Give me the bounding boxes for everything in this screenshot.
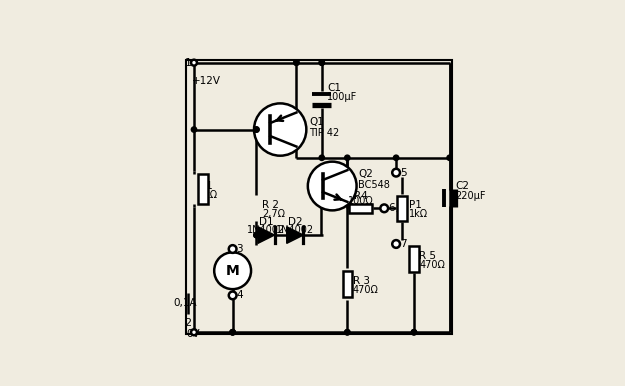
Text: 0V: 0V xyxy=(187,329,200,339)
Polygon shape xyxy=(258,227,274,244)
Text: R4: R4 xyxy=(354,191,367,201)
Text: BC548: BC548 xyxy=(358,179,390,190)
Circle shape xyxy=(381,205,388,212)
Circle shape xyxy=(319,155,324,161)
Circle shape xyxy=(254,103,306,156)
Bar xyxy=(349,204,372,213)
Circle shape xyxy=(191,127,197,132)
Circle shape xyxy=(344,330,350,335)
Text: P1: P1 xyxy=(409,200,422,210)
Bar xyxy=(198,174,208,204)
Text: 3: 3 xyxy=(236,244,243,254)
Text: 6: 6 xyxy=(388,203,395,213)
Text: 1N4002: 1N4002 xyxy=(247,225,285,235)
Circle shape xyxy=(191,60,197,66)
Text: R 3: R 3 xyxy=(352,276,369,286)
Circle shape xyxy=(254,232,259,238)
Text: 100μF: 100μF xyxy=(327,92,357,102)
Circle shape xyxy=(254,232,259,238)
Text: M: M xyxy=(226,264,239,278)
Text: 1: 1 xyxy=(184,58,192,68)
Circle shape xyxy=(294,60,299,65)
Circle shape xyxy=(344,155,350,161)
Text: 470Ω: 470Ω xyxy=(352,285,379,295)
Circle shape xyxy=(191,329,197,335)
Circle shape xyxy=(319,60,324,65)
Circle shape xyxy=(411,330,417,335)
Circle shape xyxy=(308,162,357,210)
Circle shape xyxy=(393,155,399,161)
Text: R 5: R 5 xyxy=(419,251,436,261)
Circle shape xyxy=(392,240,400,248)
Circle shape xyxy=(392,169,400,176)
Circle shape xyxy=(344,330,350,335)
Text: 220μF: 220μF xyxy=(455,191,486,200)
Bar xyxy=(409,246,419,272)
Text: C1: C1 xyxy=(327,83,341,93)
Circle shape xyxy=(254,127,259,132)
Text: 0,1A: 0,1A xyxy=(173,298,197,308)
Text: D2: D2 xyxy=(288,217,302,227)
Text: 470Ω: 470Ω xyxy=(419,260,445,270)
Text: 7: 7 xyxy=(400,239,407,249)
Text: Q1: Q1 xyxy=(309,117,324,127)
Text: 2: 2 xyxy=(184,318,192,328)
Circle shape xyxy=(294,60,299,65)
Bar xyxy=(398,196,407,221)
Bar xyxy=(186,60,452,334)
Text: 1N4002: 1N4002 xyxy=(276,225,314,235)
Circle shape xyxy=(214,252,251,289)
Circle shape xyxy=(230,330,235,335)
Text: +12V: +12V xyxy=(192,76,221,86)
Text: TIP 42: TIP 42 xyxy=(309,128,339,138)
Circle shape xyxy=(319,60,324,65)
Text: 100Ω: 100Ω xyxy=(348,196,373,207)
Text: 4: 4 xyxy=(236,290,243,300)
Circle shape xyxy=(411,330,417,335)
Text: 1kΩ: 1kΩ xyxy=(409,209,428,219)
Text: 5: 5 xyxy=(400,168,407,178)
Circle shape xyxy=(229,291,236,299)
Text: R1: R1 xyxy=(199,181,213,191)
Text: R 2: R 2 xyxy=(262,200,279,210)
Polygon shape xyxy=(287,227,303,244)
Circle shape xyxy=(254,127,259,132)
Circle shape xyxy=(230,330,235,335)
Circle shape xyxy=(229,245,236,253)
Bar xyxy=(342,271,352,297)
Circle shape xyxy=(447,155,452,161)
Text: 2,7Ω: 2,7Ω xyxy=(262,209,285,219)
Text: 1kΩ: 1kΩ xyxy=(199,190,219,200)
Text: D1: D1 xyxy=(259,217,274,227)
Text: C2: C2 xyxy=(455,181,469,191)
Circle shape xyxy=(230,330,235,335)
Text: Q2: Q2 xyxy=(358,169,373,179)
